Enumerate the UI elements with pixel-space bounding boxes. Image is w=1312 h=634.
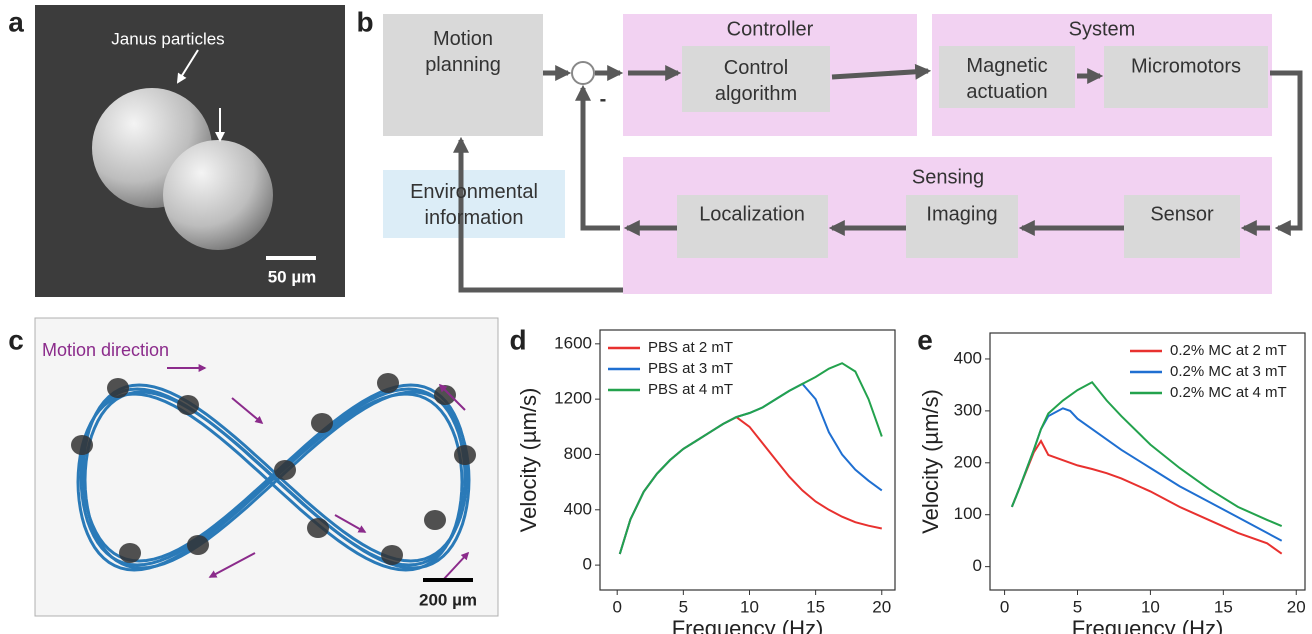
- scale-label: 50 µm: [268, 267, 317, 286]
- series-line: [1012, 408, 1282, 540]
- micromotor: [71, 435, 93, 455]
- x-tick-label: 15: [806, 597, 825, 616]
- legend-label: PBS at 3 mT: [648, 360, 733, 377]
- y-tick-label: 0: [583, 555, 592, 574]
- node-label: Micromotors: [1131, 55, 1241, 77]
- panel-label: c: [8, 324, 24, 355]
- node-label: Imaging: [926, 203, 997, 225]
- y-tick-label: 300: [954, 400, 982, 419]
- panel-label: a: [8, 6, 24, 37]
- panel-label: b: [356, 6, 373, 37]
- panel-label: e: [917, 324, 933, 355]
- micromotor: [177, 395, 199, 415]
- node-label: System: [1069, 18, 1136, 40]
- y-tick-label: 1200: [554, 389, 592, 408]
- series-line: [1012, 441, 1282, 554]
- scale-label: 200 µm: [419, 590, 477, 609]
- x-tick-label: 5: [1073, 597, 1082, 616]
- sign: -: [600, 88, 607, 110]
- micromotor: [307, 518, 329, 538]
- x-tick-label: 10: [740, 597, 759, 616]
- figure: Janus particles 50 µm a b - c Motion dir…: [0, 0, 1312, 634]
- x-tick-label: 5: [679, 597, 688, 616]
- micromotor: [311, 413, 333, 433]
- panel-label: d: [509, 324, 526, 355]
- y-tick-label: 400: [564, 499, 592, 518]
- node-label: Controller: [727, 18, 814, 40]
- annotation: Motion direction: [42, 340, 169, 360]
- micromotor: [119, 543, 141, 563]
- annotation: Janus particles: [111, 29, 224, 48]
- legend-label: 0.2% MC at 4 mT: [1170, 384, 1287, 401]
- x-tick-label: 0: [612, 597, 621, 616]
- y-tick-label: 1600: [554, 333, 592, 352]
- summing-junction: [572, 62, 594, 84]
- y-tick-label: 0: [973, 556, 982, 575]
- micromotor: [381, 545, 403, 565]
- x-tick-label: 10: [1141, 597, 1160, 616]
- line: Environmental: [410, 181, 538, 203]
- y-tick-label: 800: [564, 444, 592, 463]
- line: actuation: [966, 81, 1047, 103]
- legend-label: PBS at 2 mT: [648, 339, 733, 356]
- micromotor: [107, 378, 129, 398]
- x-tick-label: 15: [1214, 597, 1233, 616]
- page: Janus particles 50 µm a b - c Motion dir…: [0, 0, 1312, 634]
- line: planning: [425, 54, 501, 76]
- y-tick-label: 200: [954, 452, 982, 471]
- x-axis-label: Frequency (Hz): [1072, 616, 1224, 634]
- line: Motion: [433, 28, 493, 50]
- series-line: [1012, 382, 1282, 526]
- micromotor: [377, 373, 399, 393]
- node-label: Sensing: [912, 166, 984, 188]
- y-axis-label: Velocity (µm/s): [918, 389, 943, 534]
- micromotor: [187, 535, 209, 555]
- line: Magnetic: [966, 55, 1047, 77]
- micromotor: [434, 385, 456, 405]
- line: Control: [724, 57, 788, 79]
- legend-label: 0.2% MC at 3 mT: [1170, 363, 1287, 380]
- series-line: [620, 417, 882, 554]
- node-label: Localization: [699, 203, 805, 225]
- y-axis-label: Velocity (µm/s): [516, 388, 541, 533]
- legend-label: 0.2% MC at 2 mT: [1170, 342, 1287, 359]
- x-tick-label: 20: [872, 597, 891, 616]
- series-line: [620, 384, 882, 554]
- x-tick-label: 20: [1287, 597, 1306, 616]
- node-label: Sensor: [1150, 203, 1214, 225]
- line: information: [425, 207, 524, 229]
- line: algorithm: [715, 83, 797, 105]
- particle: [163, 140, 273, 250]
- x-axis-label: Frequency (Hz): [672, 616, 824, 634]
- legend-label: PBS at 4 mT: [648, 381, 733, 398]
- micromotor: [454, 445, 476, 465]
- micromotor: [424, 510, 446, 530]
- arrow: [1270, 73, 1300, 228]
- y-tick-label: 400: [954, 348, 982, 367]
- x-tick-label: 0: [1000, 597, 1009, 616]
- micromotor: [274, 460, 296, 480]
- y-tick-label: 100: [954, 504, 982, 523]
